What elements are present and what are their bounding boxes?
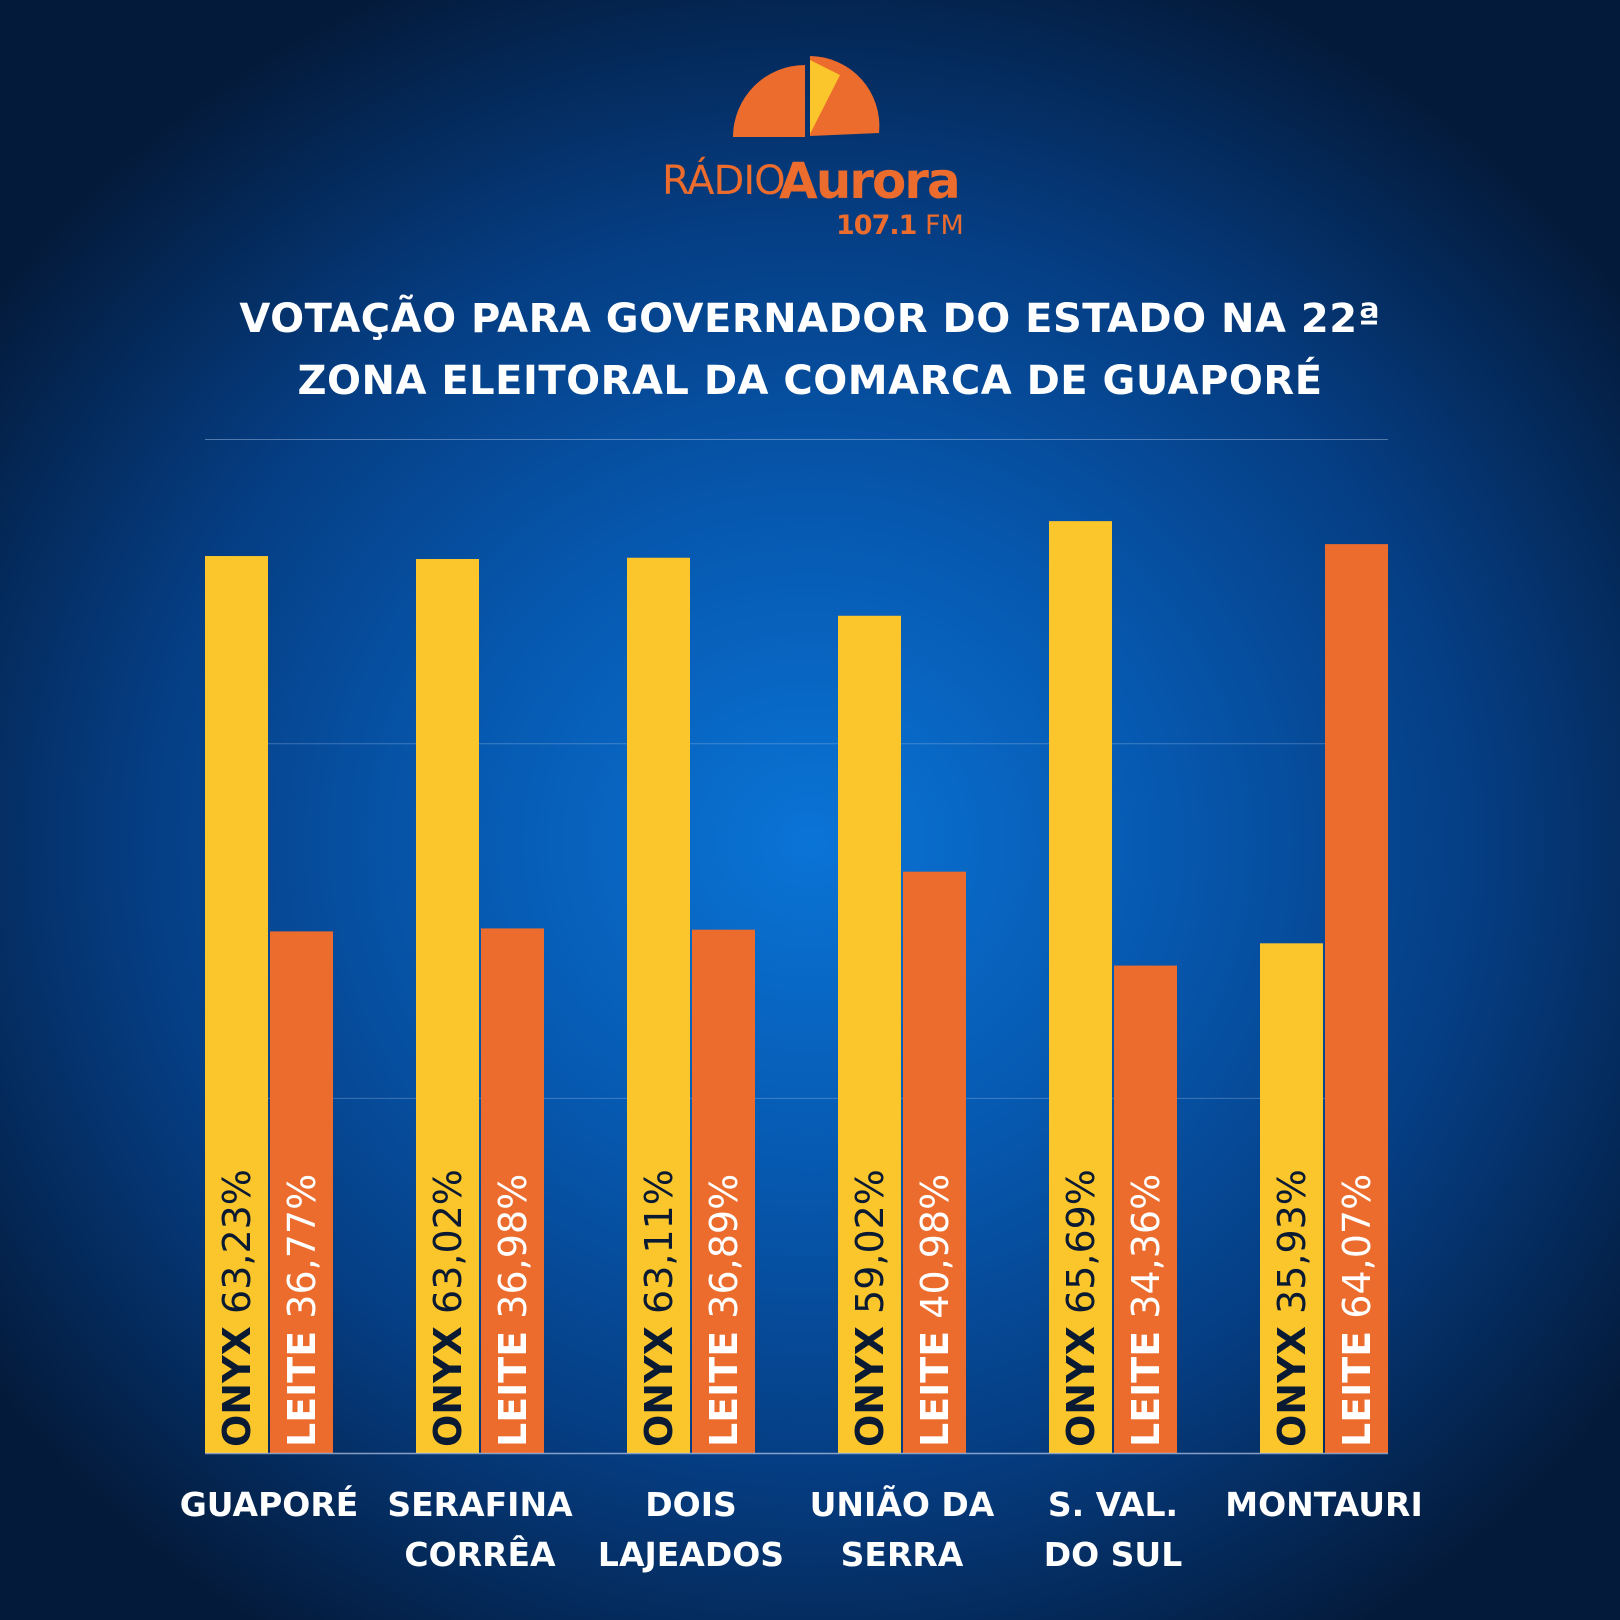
series-name: ONYX [214, 1326, 259, 1447]
category-label-2: SERAFINA CORRÊA [360, 1480, 600, 1580]
category-label-6: MONTAURI [1204, 1480, 1444, 1530]
series-name: LEITE [490, 1330, 535, 1447]
series-name: LEITE [701, 1330, 746, 1447]
bar-label-leite-6: LEITE 64,07% [1335, 1174, 1379, 1447]
chart-title-line-1: VOTAÇÃO PARA GOVERNADOR DO ESTADO NA 22ª [239, 296, 1381, 342]
series-name: LEITE [1334, 1330, 1379, 1447]
bar-onyx-4 [838, 615, 901, 1453]
data-label: 40,98% [912, 1173, 957, 1319]
bar-leite-4 [903, 871, 966, 1453]
category-label-line: CORRÊA [404, 1535, 556, 1574]
bar-label-onyx-2: ONYX 63,02% [426, 1169, 470, 1447]
bar-onyx-1 [205, 556, 268, 1453]
series-name: LEITE [912, 1330, 957, 1447]
bar-leite-6 [1325, 544, 1388, 1453]
bar-label-onyx-3: ONYX 63,11% [637, 1169, 681, 1447]
data-label: 63,11% [636, 1169, 681, 1314]
category-label-line: S. VAL. [1047, 1485, 1179, 1524]
category-label-line: GUAPORÉ [179, 1485, 359, 1524]
data-label: 36,89% [701, 1173, 746, 1319]
data-label: 59,02% [847, 1169, 892, 1314]
bar-label-leite-5: LEITE 34,36% [1124, 1174, 1168, 1447]
chart-title: VOTAÇÃO PARA GOVERNADOR DO ESTADO NA 22ª… [160, 288, 1460, 412]
category-label-line: DO SUL [1043, 1535, 1183, 1574]
bar-leite-3 [692, 929, 755, 1453]
bar-leite-5 [1114, 965, 1177, 1453]
category-label-line: LAJEADOS [597, 1535, 785, 1574]
logo-radio-text: RÁDIO [662, 158, 786, 204]
bar-leite-2 [481, 928, 544, 1453]
series-name: LEITE [1123, 1330, 1168, 1447]
category-label-4: UNIÃO DA SERRA [782, 1480, 1022, 1580]
data-label: 65,69% [1058, 1169, 1103, 1314]
logo-aurora-text: Aurora [779, 152, 961, 210]
category-label-line: UNIÃO DA [809, 1485, 995, 1524]
bar-label-leite-3: LEITE 36,89% [702, 1174, 746, 1447]
radio-aurora-logo [733, 56, 880, 137]
data-label: 36,77% [279, 1173, 324, 1319]
logo-frequency-number: 107.1 [836, 210, 917, 241]
bar-label-leite-4: LEITE 40,98% [913, 1174, 957, 1447]
bar-leite-1 [270, 931, 333, 1453]
title-divider [205, 439, 1388, 440]
bar-onyx-3 [627, 557, 690, 1453]
data-label: 64,07% [1334, 1173, 1379, 1319]
data-label: 35,93% [1269, 1169, 1314, 1314]
series-name: ONYX [425, 1326, 470, 1447]
data-label: 34,36% [1123, 1173, 1168, 1319]
data-label: 63,02% [425, 1169, 470, 1314]
data-label: 63,23% [214, 1169, 259, 1314]
bar-label-onyx-6: ONYX 35,93% [1270, 1169, 1314, 1447]
logo-frequency: 107.1 FM [836, 210, 964, 241]
logo-band: FM [925, 210, 964, 241]
series-name: ONYX [847, 1326, 892, 1447]
series-name: ONYX [1269, 1326, 1314, 1447]
category-label-line: SERAFINA [387, 1485, 573, 1524]
category-label-5: S. VAL. DO SUL [993, 1480, 1233, 1580]
bar-label-onyx-5: ONYX 65,69% [1059, 1169, 1103, 1447]
data-label: 36,98% [490, 1173, 535, 1319]
bar-label-leite-2: LEITE 36,98% [491, 1174, 535, 1447]
bar-onyx-5 [1049, 521, 1112, 1453]
bar-label-onyx-4: ONYX 59,02% [848, 1169, 892, 1447]
bar-onyx-6 [1260, 943, 1323, 1453]
category-label-3: DOIS LAJEADOS [571, 1480, 811, 1580]
category-label-1: GUAPORÉ [149, 1480, 389, 1530]
category-label-line: DOIS [645, 1485, 737, 1524]
series-name: ONYX [636, 1326, 681, 1447]
category-label-line: SERRA [840, 1535, 964, 1574]
series-name: ONYX [1058, 1326, 1103, 1447]
series-name: LEITE [279, 1330, 324, 1447]
chart-title-line-2: ZONA ELEITORAL DA COMARCA DE GUAPORÉ [297, 358, 1323, 404]
bar-label-leite-1: LEITE 36,77% [280, 1174, 324, 1447]
bar-onyx-2 [416, 559, 479, 1453]
bar-label-onyx-1: ONYX 63,23% [215, 1169, 259, 1447]
logo-sun-icon [733, 56, 880, 137]
category-label-line: MONTAURI [1225, 1485, 1423, 1524]
